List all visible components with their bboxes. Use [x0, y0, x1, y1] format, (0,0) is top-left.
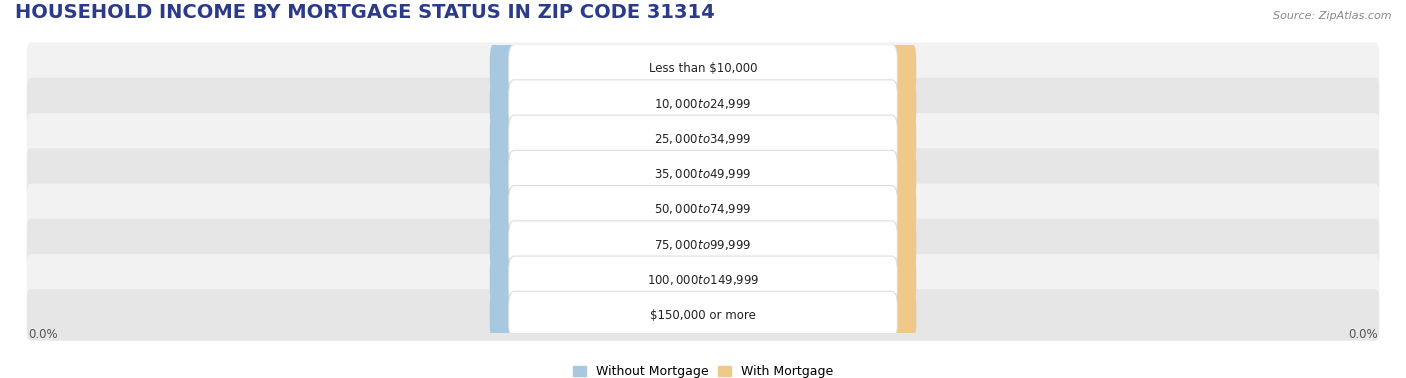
Text: Less than $10,000: Less than $10,000 [648, 62, 758, 75]
FancyBboxPatch shape [489, 218, 612, 271]
Text: 0.0%: 0.0% [841, 275, 870, 285]
Text: 0.0%: 0.0% [536, 275, 565, 285]
FancyBboxPatch shape [509, 186, 897, 233]
FancyBboxPatch shape [794, 183, 917, 236]
FancyBboxPatch shape [27, 289, 1379, 341]
Text: $75,000 to $99,999: $75,000 to $99,999 [654, 237, 752, 251]
FancyBboxPatch shape [27, 184, 1379, 235]
Text: 0.0%: 0.0% [841, 169, 870, 179]
FancyBboxPatch shape [509, 221, 897, 268]
Text: 0.0%: 0.0% [28, 328, 58, 341]
FancyBboxPatch shape [794, 218, 917, 271]
Text: 0.0%: 0.0% [536, 99, 565, 108]
FancyBboxPatch shape [27, 148, 1379, 200]
Text: 0.0%: 0.0% [536, 63, 565, 73]
FancyBboxPatch shape [794, 42, 917, 95]
FancyBboxPatch shape [27, 43, 1379, 94]
Text: Source: ZipAtlas.com: Source: ZipAtlas.com [1274, 11, 1392, 21]
Text: 0.0%: 0.0% [536, 310, 565, 320]
Text: HOUSEHOLD INCOME BY MORTGAGE STATUS IN ZIP CODE 31314: HOUSEHOLD INCOME BY MORTGAGE STATUS IN Z… [14, 3, 714, 22]
Text: $10,000 to $24,999: $10,000 to $24,999 [654, 96, 752, 110]
Text: $100,000 to $149,999: $100,000 to $149,999 [647, 273, 759, 287]
FancyBboxPatch shape [509, 80, 897, 127]
FancyBboxPatch shape [509, 115, 897, 163]
FancyBboxPatch shape [509, 256, 897, 304]
FancyBboxPatch shape [509, 45, 897, 92]
FancyBboxPatch shape [489, 183, 612, 236]
FancyBboxPatch shape [489, 77, 612, 130]
FancyBboxPatch shape [27, 219, 1379, 270]
Text: $25,000 to $34,999: $25,000 to $34,999 [654, 132, 752, 146]
Text: $35,000 to $49,999: $35,000 to $49,999 [654, 167, 752, 181]
Legend: Without Mortgage, With Mortgage: Without Mortgage, With Mortgage [574, 365, 832, 378]
FancyBboxPatch shape [27, 78, 1379, 129]
FancyBboxPatch shape [794, 77, 917, 130]
FancyBboxPatch shape [27, 254, 1379, 305]
Text: 0.0%: 0.0% [536, 169, 565, 179]
Text: 0.0%: 0.0% [841, 99, 870, 108]
Text: 0.0%: 0.0% [841, 310, 870, 320]
Text: 0.0%: 0.0% [841, 240, 870, 249]
FancyBboxPatch shape [794, 112, 917, 165]
Text: 0.0%: 0.0% [536, 240, 565, 249]
FancyBboxPatch shape [794, 288, 917, 341]
Text: $50,000 to $74,999: $50,000 to $74,999 [654, 202, 752, 216]
FancyBboxPatch shape [489, 112, 612, 165]
FancyBboxPatch shape [489, 253, 612, 306]
FancyBboxPatch shape [509, 150, 897, 198]
Text: 0.0%: 0.0% [536, 204, 565, 214]
FancyBboxPatch shape [489, 288, 612, 341]
FancyBboxPatch shape [794, 147, 917, 200]
FancyBboxPatch shape [489, 42, 612, 95]
Text: $150,000 or more: $150,000 or more [650, 308, 756, 322]
FancyBboxPatch shape [27, 113, 1379, 164]
Text: 0.0%: 0.0% [841, 134, 870, 144]
Text: 0.0%: 0.0% [536, 134, 565, 144]
FancyBboxPatch shape [489, 147, 612, 200]
Text: 0.0%: 0.0% [841, 204, 870, 214]
FancyBboxPatch shape [794, 253, 917, 306]
FancyBboxPatch shape [509, 291, 897, 339]
Text: 0.0%: 0.0% [841, 63, 870, 73]
Text: 0.0%: 0.0% [1348, 328, 1378, 341]
